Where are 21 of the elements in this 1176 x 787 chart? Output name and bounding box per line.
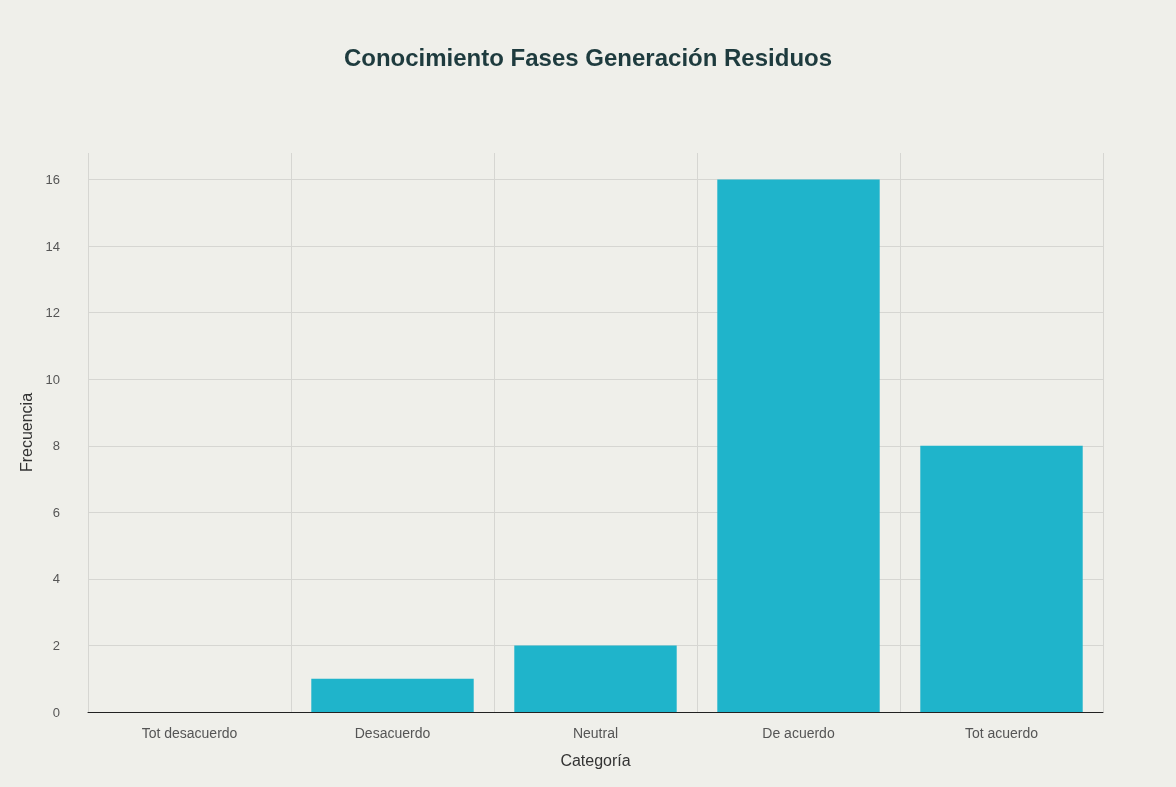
x-tick-label: Desacuerdo [354, 725, 431, 741]
bar [717, 179, 880, 712]
bar [920, 445, 1083, 712]
y-tick-label: 6 [52, 504, 60, 520]
x-tick-label: Tot desacuerdo [141, 725, 238, 741]
y-tick-label: 12 [45, 305, 60, 321]
bar [311, 678, 474, 712]
y-tick-label: 8 [52, 438, 60, 454]
y-axis-title: Frecuencia [18, 392, 36, 473]
x-axis-title: Categoría [560, 751, 631, 769]
bar [514, 645, 677, 712]
y-tick-label: 16 [45, 172, 60, 188]
y-tick-label: 2 [52, 637, 60, 653]
x-tick-label: De acuerdo [762, 725, 835, 741]
x-tick-label: Tot acuerdo [964, 725, 1039, 741]
y-tick-label: 4 [52, 571, 60, 587]
y-tick-label: 14 [45, 238, 60, 254]
chart-title: Conocimiento Fases Generación Residuos [343, 43, 833, 71]
y-tick-label: 10 [45, 371, 60, 387]
x-tick-label: Neutral [572, 725, 619, 741]
y-tick-label: 0 [52, 704, 60, 720]
